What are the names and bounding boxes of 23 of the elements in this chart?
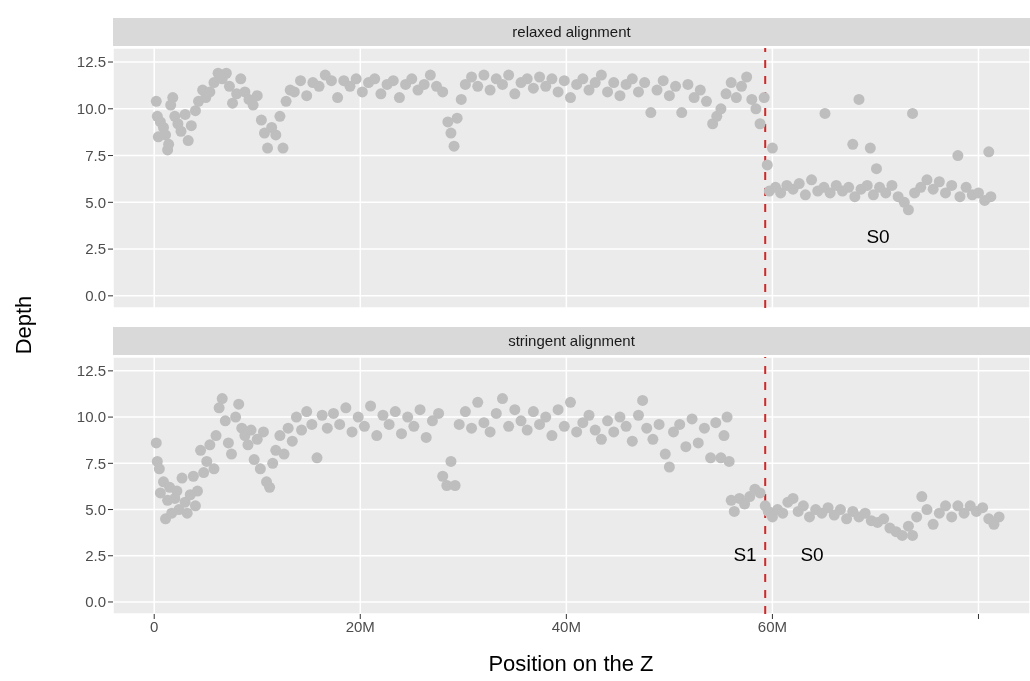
chart-title: stringent alignment [113,327,1030,355]
y-tick-label: 10.0 [76,100,106,118]
y-tick-label: 12.5 [76,53,106,71]
annotation: S1 [733,544,757,566]
y-axis-title: Depth [11,295,37,355]
x-tick-label: 20M [345,617,375,635]
y-tick-label: 2.5 [85,547,106,565]
y-tick-label: 12.5 [76,362,106,380]
x-axis-title: Position on the Z [488,651,654,677]
annotation: S0 [800,544,824,566]
y-tick-label: 0.0 [85,287,106,305]
x-tick-label: 0 [150,617,159,635]
chart-title: relaxed alignment [113,18,1030,46]
y-tick-label: 5.0 [85,500,106,518]
y-tick-label: 10.0 [76,408,106,426]
y-tick-label: 2.5 [85,240,106,258]
x-tick-label: 40M [551,617,581,635]
y-tick-label: 7.5 [85,454,106,472]
y-tick-label: 0.0 [85,593,106,611]
y-tick-label: 7.5 [85,146,106,164]
y-tick-label: 5.0 [85,193,106,211]
x-tick-label: 60M [757,617,788,635]
annotation: S0 [866,226,890,248]
